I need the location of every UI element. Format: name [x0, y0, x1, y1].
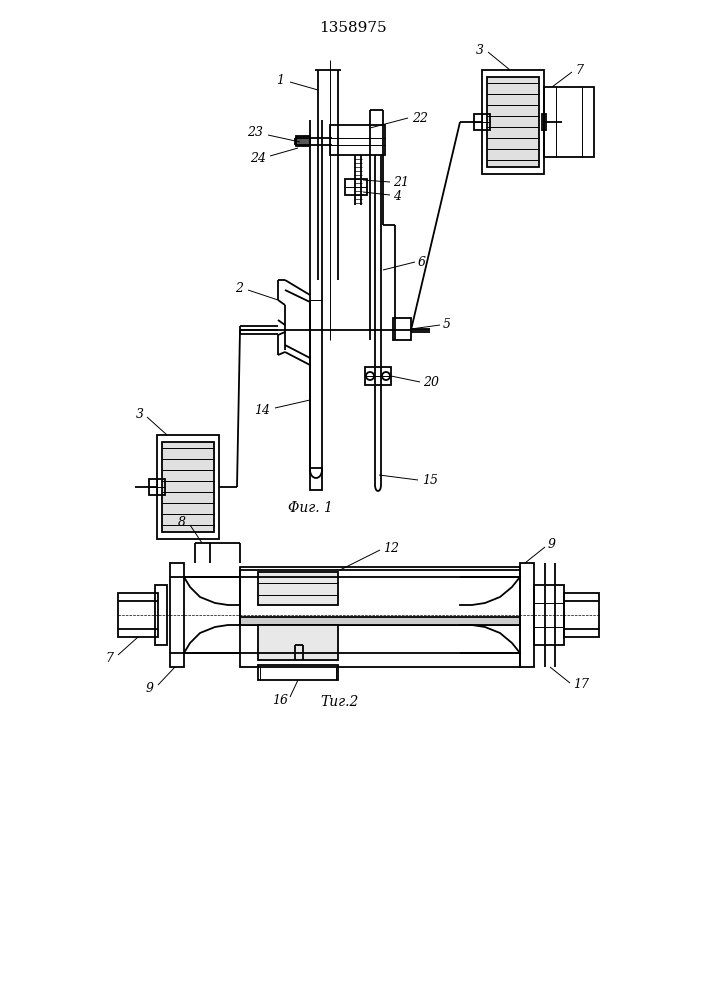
Text: 4: 4	[393, 190, 401, 202]
Text: 15: 15	[422, 475, 438, 488]
Bar	[149, 479, 165, 495]
Bar	[240, 570, 520, 625]
Bar	[482, 70, 544, 174]
Bar	[330, 125, 385, 155]
Text: 17: 17	[573, 678, 589, 692]
Bar	[258, 572, 338, 605]
Text: 20: 20	[423, 376, 439, 389]
Bar	[345, 179, 367, 195]
Text: 23: 23	[247, 126, 263, 139]
Bar	[365, 367, 391, 385]
Text: 22: 22	[412, 111, 428, 124]
Bar	[240, 617, 520, 625]
Bar	[310, 468, 322, 490]
Bar	[258, 625, 338, 660]
Bar	[520, 563, 534, 667]
Text: 12: 12	[383, 542, 399, 554]
Text: 24: 24	[250, 151, 266, 164]
Text: 14: 14	[254, 403, 270, 416]
Text: 16: 16	[272, 694, 288, 706]
Text: 9: 9	[548, 538, 556, 550]
Bar	[170, 563, 184, 667]
Text: 3: 3	[136, 408, 144, 422]
Bar	[162, 442, 214, 532]
Text: 1358975: 1358975	[319, 21, 387, 35]
Text: 6: 6	[418, 255, 426, 268]
Bar	[474, 114, 490, 130]
Bar	[564, 593, 599, 637]
Text: 7: 7	[575, 64, 583, 77]
Text: 21: 21	[393, 176, 409, 190]
Text: 7: 7	[105, 652, 113, 664]
Text: Φиг. 1: Φиг. 1	[288, 501, 332, 515]
Bar	[118, 593, 158, 637]
Bar	[542, 114, 546, 130]
Bar	[393, 318, 411, 340]
Text: 8: 8	[178, 516, 186, 528]
Text: 3: 3	[476, 43, 484, 56]
Bar	[296, 136, 310, 146]
Text: 9: 9	[146, 682, 154, 694]
Bar	[487, 77, 539, 167]
Bar	[157, 435, 219, 539]
Text: 2: 2	[235, 282, 243, 294]
Bar	[534, 585, 564, 645]
Text: Τиг.2: Τиг.2	[321, 695, 359, 709]
Text: 5: 5	[443, 318, 451, 332]
Bar	[155, 585, 167, 645]
Bar	[544, 87, 594, 157]
Bar	[258, 665, 338, 680]
Bar	[240, 567, 520, 667]
Text: 1: 1	[276, 74, 284, 87]
